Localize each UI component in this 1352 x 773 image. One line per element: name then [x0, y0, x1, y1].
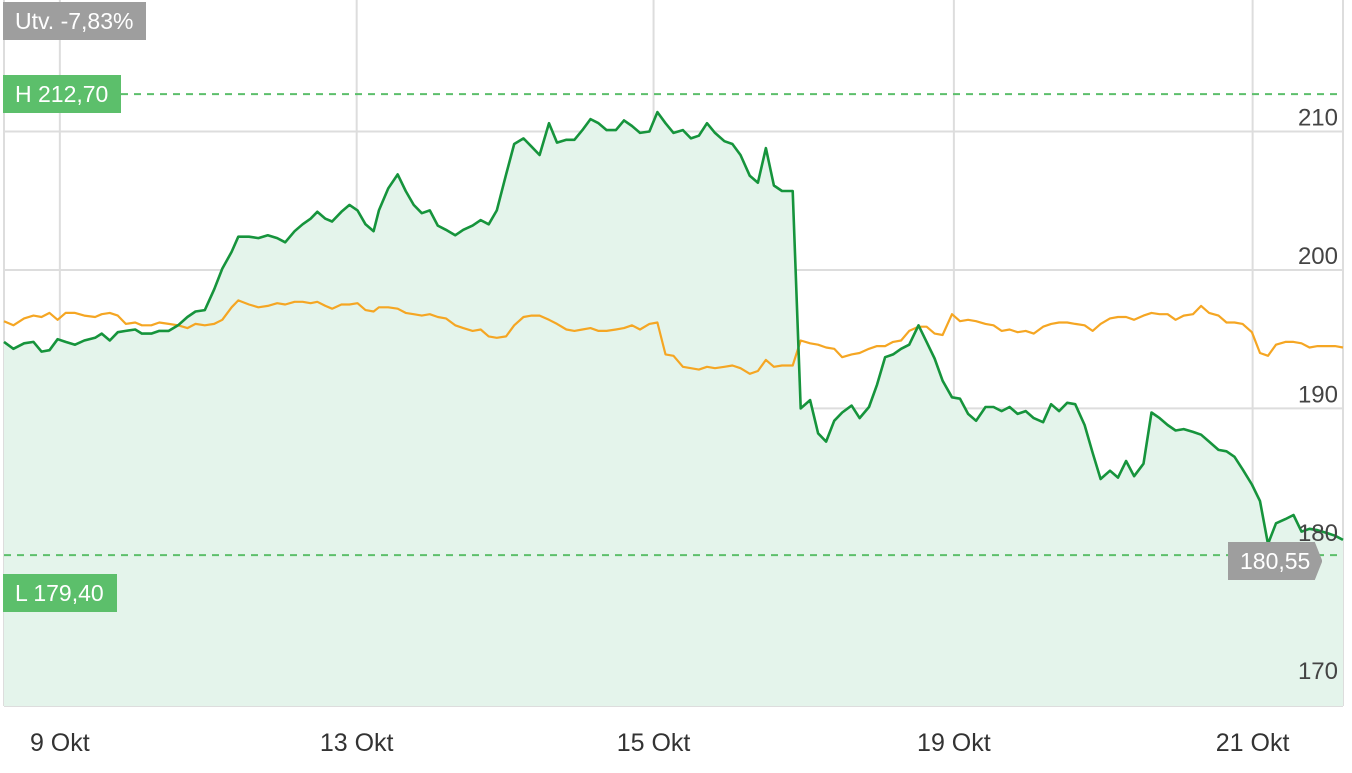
y-tick-label: 210: [1298, 105, 1338, 132]
comparison-series-line: [3, 299, 1344, 375]
x-axis-ticks: 9 Okt 13 Okt 15 Okt 19 Okt 21 Okt: [30, 729, 1290, 757]
x-tick-label: 9 Okt: [30, 729, 90, 757]
x-tick-label: 15 Okt: [617, 729, 691, 757]
x-tick-label: 21 Okt: [1216, 729, 1290, 757]
price-area-fill: [4, 112, 1343, 707]
y-tick-label: 200: [1298, 243, 1338, 270]
last-price-badge: 180,55: [1228, 542, 1323, 580]
price-area: [4, 112, 1343, 707]
high-badge: H 212,70: [3, 75, 122, 113]
reference-lines: [4, 93, 1343, 557]
y-tick-label: 170: [1298, 658, 1338, 685]
y-tick-label: 190: [1298, 381, 1338, 408]
x-tick-label: 13 Okt: [320, 729, 394, 757]
x-tick-label: 19 Okt: [917, 729, 991, 757]
price-series-line: [3, 110, 1344, 546]
low-badge: L 179,40: [3, 574, 117, 612]
change-badge: Utv. -7,83%: [3, 2, 147, 40]
series-lines: [3, 110, 1344, 546]
